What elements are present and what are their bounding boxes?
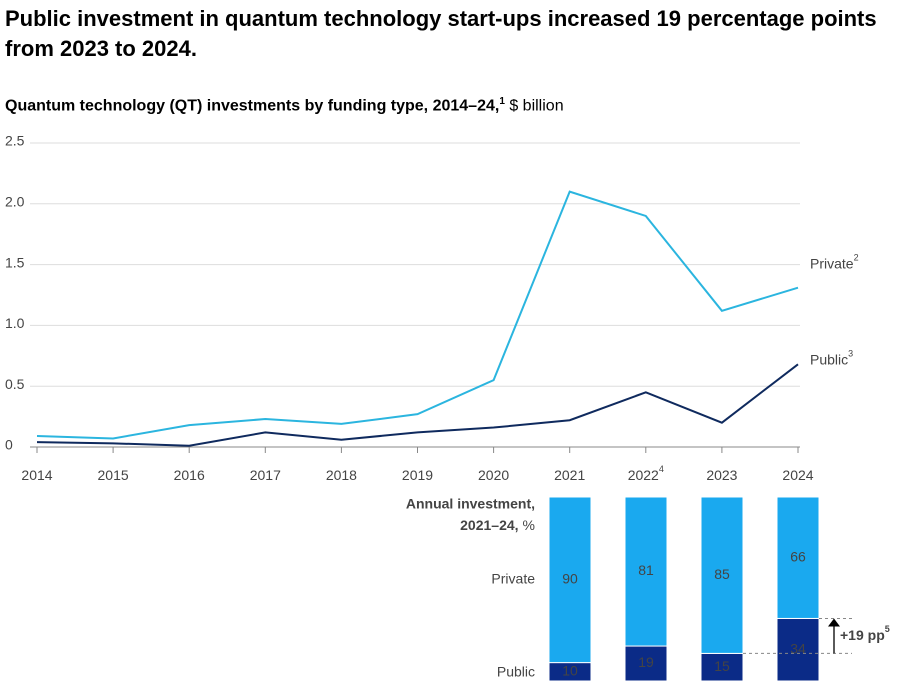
x-tick-text: 2020 xyxy=(478,467,509,483)
y-tick-label: 0.5 xyxy=(5,376,25,392)
x-tick-text: 2019 xyxy=(402,467,433,483)
bar-value-label: 34 xyxy=(790,640,806,656)
x-tick-label: 2015 xyxy=(98,467,129,483)
chart-title: Public investment in quantum technology … xyxy=(5,6,877,61)
bar-segment xyxy=(548,496,592,664)
subtitle-text: Quantum technology (QT) investments by f… xyxy=(5,97,500,115)
footnote-ref: 4 xyxy=(659,464,664,474)
x-tick-label: 2019 xyxy=(402,467,433,483)
series-label: Private2 xyxy=(810,253,859,271)
bars-title-2: 2021–24,% xyxy=(460,517,535,533)
x-tick-text: 2022 xyxy=(628,467,659,483)
x-tick-label: 2024 xyxy=(782,467,813,483)
y-tick-label: 0 xyxy=(5,437,13,453)
bar-segment xyxy=(776,617,820,682)
bar-segment xyxy=(624,496,668,647)
arrow-head xyxy=(828,618,840,627)
footnote-ref: 1 xyxy=(499,96,505,107)
row-label: Public xyxy=(497,664,535,680)
y-tick-label: 1.5 xyxy=(5,254,25,270)
bars-title: Annual investment, xyxy=(406,496,535,512)
x-tick-text: 2023 xyxy=(706,467,737,483)
x-tick-label: 2020 xyxy=(478,467,509,483)
series-name: Public xyxy=(810,351,848,367)
line-series xyxy=(36,363,799,447)
bar-segment xyxy=(776,496,820,619)
annotation-text: +19 pp xyxy=(840,627,885,643)
x-tick-label: 2014 xyxy=(21,467,52,483)
y-tick-label: 2.0 xyxy=(5,194,25,210)
x-tick-text: 2016 xyxy=(174,467,205,483)
line-series xyxy=(36,190,799,440)
footnote-ref: 5 xyxy=(885,624,890,634)
bar-value-label: 10 xyxy=(562,663,578,679)
y-tick-label: 2.5 xyxy=(5,133,25,149)
bars-title-text: 2021–24, xyxy=(460,517,518,533)
bar-value-label: 19 xyxy=(638,654,654,670)
footnote-ref: 3 xyxy=(848,349,853,359)
x-tick-label: 2016 xyxy=(174,467,205,483)
x-tick-label: 2021 xyxy=(554,467,585,483)
x-tick-label: 2023 xyxy=(706,467,737,483)
bar-segment xyxy=(700,652,744,682)
footnote-ref: 2 xyxy=(854,253,859,263)
bar-value-label: 90 xyxy=(562,571,578,587)
x-tick-text: 2015 xyxy=(98,467,129,483)
bars-unit: % xyxy=(523,517,535,533)
x-tick-text: 2014 xyxy=(21,467,52,483)
x-tick-text: 2018 xyxy=(326,467,357,483)
x-tick-label: 2018 xyxy=(326,467,357,483)
bar-value-label: 81 xyxy=(638,562,654,578)
x-tick-text: 2017 xyxy=(250,467,281,483)
x-tick-label: 2017 xyxy=(250,467,281,483)
bar-value-label: 66 xyxy=(790,548,806,564)
annotation: +19 pp5 xyxy=(840,624,890,642)
bar-segment xyxy=(700,496,744,654)
bar-value-label: 85 xyxy=(714,566,730,582)
x-tick-text: 2021 xyxy=(554,467,585,483)
row-label: Private xyxy=(491,571,535,587)
series-label: Public3 xyxy=(810,349,853,367)
x-tick-text: 2024 xyxy=(782,467,813,483)
unit: $ billion xyxy=(509,97,564,115)
chart-subtitle: Quantum technology (QT) investments by f… xyxy=(5,96,564,115)
y-tick-label: 1.0 xyxy=(5,315,25,331)
bar-value-label: 15 xyxy=(714,658,730,674)
x-tick-label: 20224 xyxy=(628,464,664,482)
series-name: Private xyxy=(810,255,854,271)
